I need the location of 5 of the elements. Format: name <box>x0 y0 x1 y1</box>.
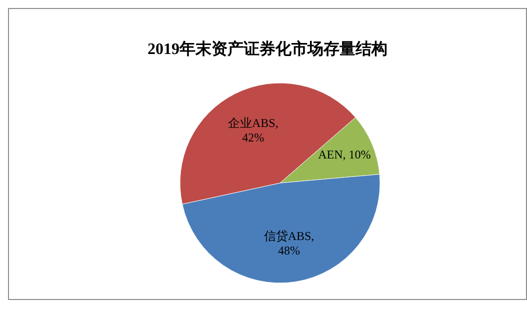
slice-label: AEN <box>318 147 344 162</box>
slice-label: 信贷ABS <box>264 228 312 243</box>
slice-label: 企业ABS <box>228 116 276 130</box>
chart-title: 2019年末资产证券化市场存量结构 <box>148 40 388 58</box>
data-label: , 10% <box>342 147 371 162</box>
